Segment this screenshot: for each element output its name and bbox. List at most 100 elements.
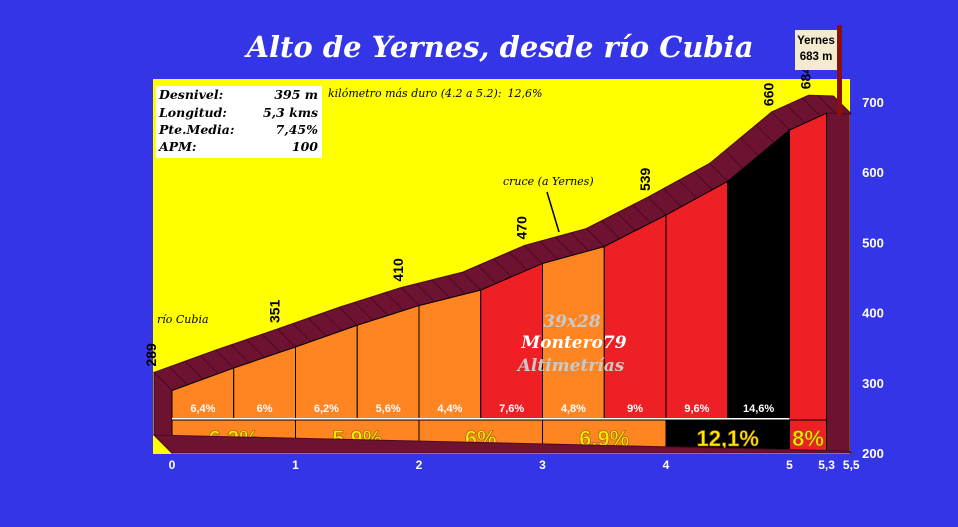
x-tick-label: 5,3 (818, 458, 835, 472)
road-texture-line (832, 95, 852, 115)
half-km-gradient-label: 6,4% (190, 403, 215, 415)
junction-annotation: cruce (a Yernes) (503, 175, 594, 188)
half-km-gradient-label: 7,6% (499, 403, 524, 415)
stats-box: Desnivel: 395 m Longitud: 5,3 kms Pte.Me… (156, 86, 322, 158)
half-km-gradient-label: 14,6% (743, 403, 774, 415)
stat-row-apm: APM: 100 (159, 139, 318, 157)
summit-plateau (826, 112, 850, 454)
x-tick-label: 1 (292, 458, 299, 472)
road-texture-line (771, 111, 790, 131)
road-texture-line (230, 344, 250, 364)
road-texture-line (786, 104, 806, 124)
road-texture-line (400, 287, 420, 306)
stat-label: APM: (159, 139, 197, 154)
road-texture-line (184, 360, 204, 380)
stat-label: Longitud: (159, 105, 227, 120)
road-texture-line (508, 251, 528, 271)
y-tick-label: 500 (862, 235, 884, 250)
road-texture-line (277, 328, 296, 348)
road-texture-line (477, 265, 497, 284)
road-texture-line (246, 339, 265, 358)
road-texture-line (663, 188, 682, 207)
stat-row-longitud: Longitud: 5,3 kms (159, 105, 318, 123)
road-texture-line (709, 162, 729, 182)
stat-value: 5,3 kms (262, 105, 318, 120)
elevation-label: 539 (637, 167, 653, 191)
half-km-gradient-label: 4,8% (561, 403, 586, 415)
page-title: Alto de Yernes, desde río Cubia (246, 30, 754, 64)
road-texture-line (693, 171, 713, 191)
summit-name: Yernes (797, 35, 835, 47)
hardest-km-label: kilómetro más duro (4.2 a 5.2): (328, 87, 502, 100)
stat-label: Desnivel: (159, 87, 224, 102)
gradient-sector (789, 112, 828, 454)
road-texture-line (616, 212, 636, 232)
road-texture-line (323, 312, 343, 332)
road-texture-line (292, 323, 312, 342)
road-texture-line (199, 355, 219, 375)
x-tick-label: 4 (663, 458, 670, 472)
road-texture-line (817, 95, 837, 114)
stat-label: Pte.Media: (159, 122, 235, 137)
x-tick-label: 5 (786, 458, 793, 472)
km-gradient-cell (789, 419, 828, 454)
x-tick-label: 0 (169, 458, 176, 472)
elevation-label: 351 (267, 299, 283, 323)
road-texture-line (446, 275, 466, 295)
summit-altitude: 683 m (799, 51, 833, 63)
road-texture-line (570, 232, 590, 252)
road-texture-line (338, 306, 358, 326)
x-tick-label: 5,5 (843, 458, 860, 472)
road-texture-line (632, 204, 651, 224)
stat-row-desnivel: Desnivel: 395 m (159, 87, 318, 105)
elevation-label: 660 (761, 83, 777, 107)
road-texture-line (740, 137, 759, 157)
road-texture-line (354, 301, 374, 321)
elevation-label: 470 (514, 216, 530, 240)
summit-flagpole (837, 25, 842, 115)
hardest-km-value: 12,6% (507, 87, 543, 100)
road-texture-line (647, 196, 667, 216)
road-texture-line (678, 179, 698, 199)
road-texture-line (431, 279, 451, 299)
stat-row-pendiente: Pte.Media: 7,45% (159, 122, 318, 140)
hardest-km-note: kilómetro más duro (4.2 a 5.2): 12,6% (328, 87, 542, 100)
road-texture-line (462, 271, 482, 291)
road-texture-line (308, 317, 327, 337)
half-km-gradient-label: 6,2% (314, 403, 339, 415)
start-annotation: río Cubia (157, 313, 209, 326)
half-km-gradient-label: 4,4% (437, 403, 462, 415)
y-tick-label: 300 (862, 376, 884, 391)
road-texture-line (416, 283, 435, 303)
road-texture-line (369, 297, 389, 316)
y-tick-label: 400 (862, 306, 884, 321)
stat-value: 100 (291, 139, 318, 154)
road-texture-line (755, 124, 775, 144)
y-tick-label: 700 (862, 95, 884, 110)
base-edge (152, 434, 853, 454)
road-texture-line (585, 228, 605, 247)
road-texture-line (601, 220, 621, 240)
elevation-label: 410 (390, 258, 406, 282)
elevation-label: 684 (798, 66, 814, 90)
road-texture-line (539, 240, 559, 260)
road-texture-line (261, 333, 281, 353)
summit-tag: Yernes 683 m (795, 30, 837, 70)
road-texture-line (215, 349, 235, 369)
km-gradient-label: 12,1% (697, 426, 759, 451)
km-gradient-label: 8% (792, 426, 824, 451)
road-texture-line (524, 245, 543, 264)
stat-value: 7,45% (275, 122, 318, 137)
road-texture-line (385, 292, 404, 311)
x-tick-label: 3 (539, 458, 546, 472)
y-tick-label: 200 (862, 446, 884, 461)
half-km-gradient-label: 6% (257, 403, 273, 415)
stat-value: 395 m (274, 87, 318, 102)
road-texture-line (724, 150, 744, 169)
elevation-label: 289 (143, 343, 159, 367)
watermark-gear: 39x28 (543, 312, 601, 332)
watermark-author: Montero79 (520, 333, 626, 353)
road-texture-line (169, 366, 188, 386)
